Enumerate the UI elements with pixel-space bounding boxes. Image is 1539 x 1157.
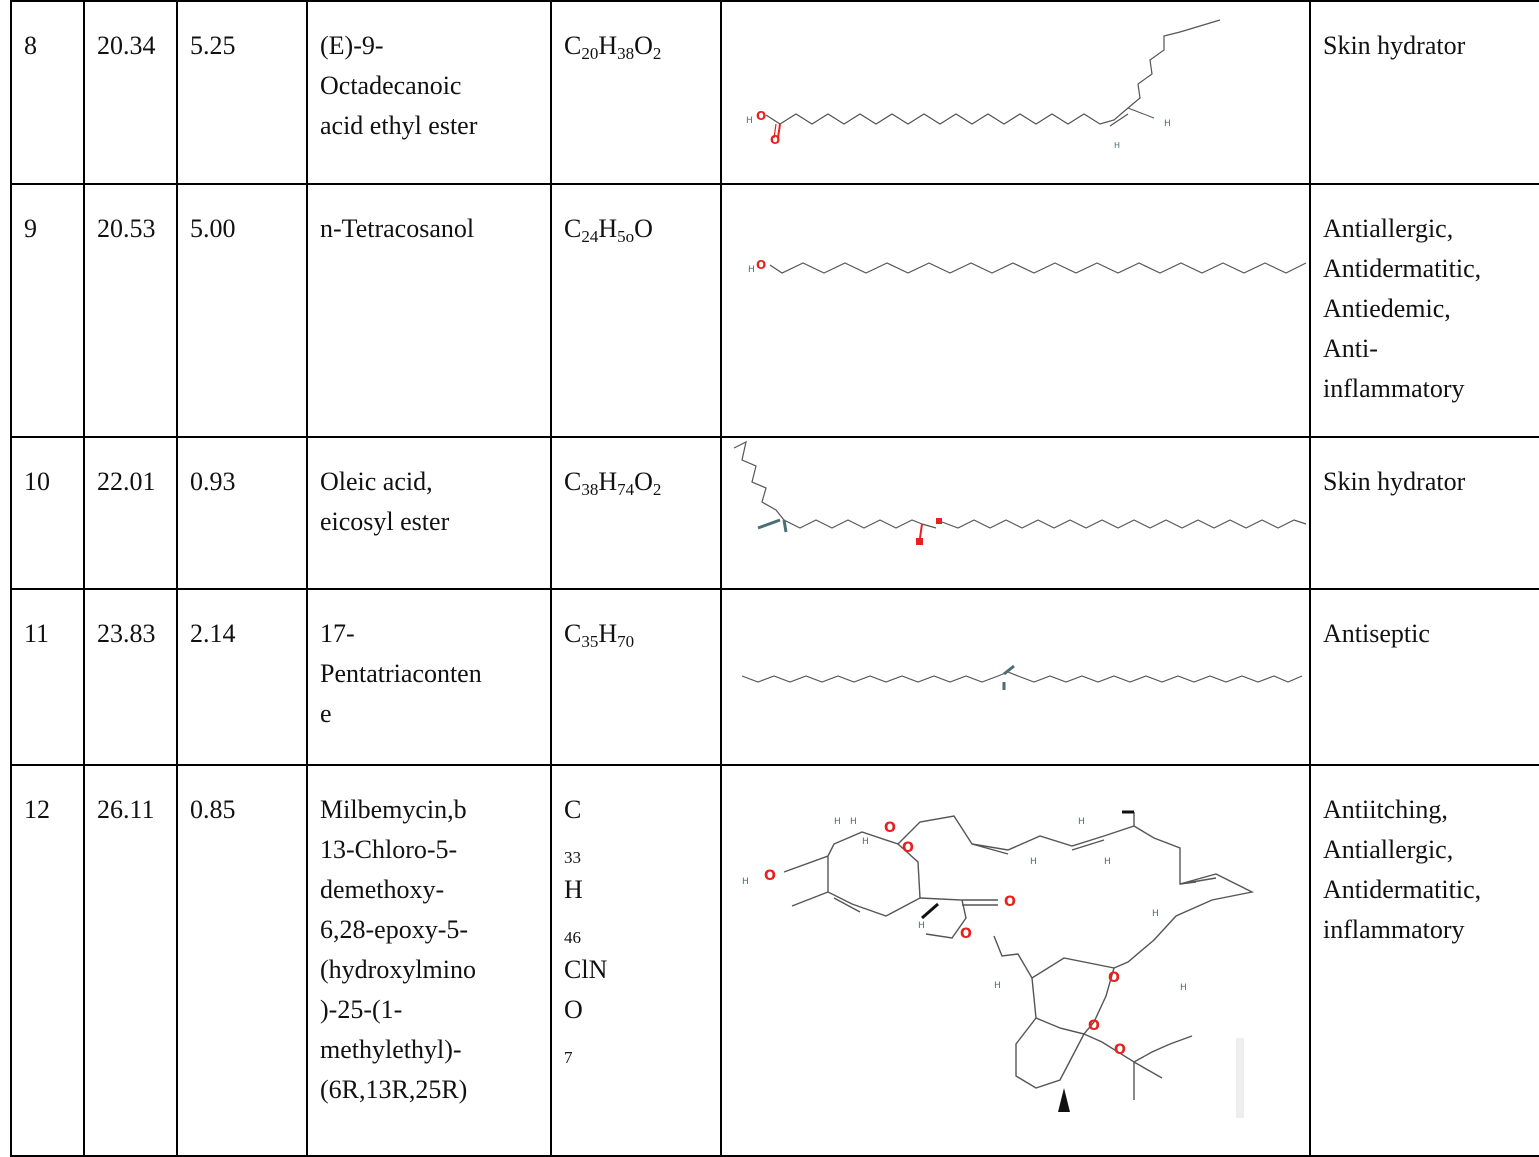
- table-row: 8 20.34 5.25 (E)-9- Octadecanoic acid ethy…: [10, 0, 1539, 185]
- table-row: 9 20.53 5.00 n-Tetracosanol C24H5oO H O …: [10, 183, 1539, 438]
- atom-label-o: O: [1114, 1042, 1126, 1058]
- retention-time: 22.01: [83, 436, 178, 590]
- peak-area: 0.85: [176, 764, 308, 1157]
- atom-label-h: H: [850, 817, 857, 827]
- atom-label-o: O: [764, 868, 776, 884]
- oleic-ester-structure: [720, 436, 1311, 590]
- atom-label-o: O: [902, 840, 914, 856]
- atom-label-o: O: [1108, 970, 1120, 986]
- compound-name: 17- Pentatriaconten e: [306, 588, 552, 766]
- row-number: 8: [10, 0, 85, 185]
- peak-area: 5.00: [176, 183, 308, 438]
- activity: Skin hydrator: [1309, 0, 1539, 185]
- compound-name: Milbemycin,b 13-Chloro-5- demethoxy- 6,28-e…: [306, 764, 552, 1157]
- atom-label-h: H: [748, 265, 755, 275]
- atom-label-h: H: [994, 981, 1001, 991]
- atom-label-h: H: [1030, 857, 1037, 867]
- structure-drawing: O O O O O O O O H H H H H: [742, 810, 1255, 1118]
- ethyl-ester-chain-structure: H O O H H: [720, 0, 1311, 185]
- compound-name: Oleic acid, eicosyl ester: [306, 436, 552, 590]
- atom-label-h: H: [1152, 909, 1159, 919]
- structure-drawing: H O O H H: [746, 19, 1221, 150]
- molecular-formula: C38H74O2: [550, 436, 722, 590]
- retention-time: 20.53: [83, 183, 178, 438]
- atom-label-h: H: [862, 837, 869, 847]
- atom-label-h: H: [1164, 119, 1171, 129]
- retention-time: 26.11: [83, 764, 178, 1157]
- structure-drawing: [733, 440, 1307, 545]
- atom-label-o: O: [960, 926, 972, 942]
- atom-label-o: O: [1088, 1018, 1100, 1034]
- atom-label-h: H: [1104, 857, 1111, 867]
- compound-name: (E)-9- Octadecanoic acid ethyl ester: [306, 0, 552, 185]
- atom-label-o: O: [1004, 894, 1016, 910]
- retention-time: 23.83: [83, 588, 178, 766]
- molecular-formula: C20H38O2: [550, 0, 722, 185]
- tetracosanol-chain-structure: H O: [720, 183, 1311, 438]
- atom-label-h: H: [918, 921, 925, 931]
- table-row: 10 22.01 0.93 Oleic acid, eicosyl ester C…: [10, 436, 1539, 590]
- atom-label-h: H: [746, 116, 753, 126]
- molecular-formula: C24H5oO: [550, 183, 722, 438]
- structure-drawing: [741, 664, 1303, 690]
- activity: Antiallergic, Antidermatitic, Antiedemic, A…: [1309, 183, 1539, 438]
- activity: Skin hydrator: [1309, 436, 1539, 590]
- atom-label-o: O: [884, 820, 896, 836]
- peak-area: 5.25: [176, 0, 308, 185]
- peak-area: 2.14: [176, 588, 308, 766]
- activity: Antiseptic: [1309, 588, 1539, 766]
- atom-label-o: O: [756, 258, 766, 272]
- row-number: 11: [10, 588, 85, 766]
- compound-name: n-Tetracosanol: [306, 183, 552, 438]
- row-number: 10: [10, 436, 85, 590]
- molecular-formula: C35H70: [550, 588, 722, 766]
- atom-label-h: H: [1180, 983, 1187, 993]
- activity: Antiitching, Antiallergic, Antidermatitic,…: [1309, 764, 1539, 1157]
- structure-drawing: H O: [748, 258, 1307, 275]
- compound-table: 8 20.34 5.25 (E)-9- Octadecanoic acid ethy…: [10, 0, 1539, 1157]
- atom-label-h: H: [834, 817, 841, 827]
- atom-label-h: H: [742, 877, 749, 887]
- atom-label-h: H: [1114, 141, 1120, 150]
- atom-label-o: O: [770, 133, 780, 147]
- milbemycin-macrocycle-structure: O O O O O O O O H H H H H: [720, 764, 1311, 1157]
- table-row: 11 23.83 2.14 17- Pentatriaconten e C35H70…: [10, 588, 1539, 766]
- retention-time: 20.34: [83, 0, 178, 185]
- pentatriacontene-structure: [720, 588, 1311, 766]
- row-number: 12: [10, 764, 85, 1157]
- row-number: 9: [10, 183, 85, 438]
- atom-label-h: H: [1078, 817, 1085, 827]
- atom-label-o: O: [756, 109, 766, 123]
- table-row: 12 26.11 0.85 Milbemycin,b 13-Chloro-5- de…: [10, 764, 1539, 1157]
- peak-area: 0.93: [176, 436, 308, 590]
